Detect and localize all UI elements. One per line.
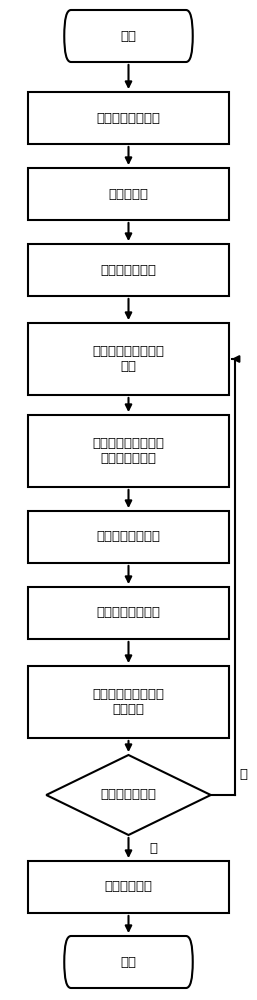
FancyBboxPatch shape xyxy=(28,587,229,639)
FancyBboxPatch shape xyxy=(28,666,229,738)
Text: 否: 否 xyxy=(239,768,247,782)
Text: 是: 是 xyxy=(149,842,157,854)
FancyBboxPatch shape xyxy=(28,861,229,913)
Polygon shape xyxy=(46,755,211,835)
FancyBboxPatch shape xyxy=(28,168,229,220)
Text: 序坐标数据转换成相
坐标数据: 序坐标数据转换成相 坐标数据 xyxy=(93,688,164,716)
FancyBboxPatch shape xyxy=(28,244,229,296)
Text: 计算线路序阻抗: 计算线路序阻抗 xyxy=(100,263,157,276)
Text: 开始: 开始 xyxy=(121,29,136,42)
FancyBboxPatch shape xyxy=(28,511,229,563)
Text: 前推求支路序电流: 前推求支路序电流 xyxy=(96,530,161,544)
Text: 结束: 结束 xyxy=(121,956,136,968)
Text: 将末梢节点注入相电
流转换成序电流: 将末梢节点注入相电 流转换成序电流 xyxy=(93,437,164,465)
Text: 后代求节点序电压: 后代求节点序电压 xyxy=(96,606,161,619)
FancyBboxPatch shape xyxy=(28,323,229,395)
FancyBboxPatch shape xyxy=(64,10,193,62)
Text: 设置初始值: 设置初始值 xyxy=(108,188,149,200)
Text: 满足收敛条件？: 满足收敛条件？ xyxy=(100,788,157,802)
Text: 计算末梢节点注入相
电流: 计算末梢节点注入相 电流 xyxy=(93,345,164,373)
Text: 输出潮流结果: 输出潮流结果 xyxy=(105,880,152,894)
FancyBboxPatch shape xyxy=(64,936,193,988)
FancyBboxPatch shape xyxy=(28,92,229,144)
Text: 读取潮流计算数据: 读取潮流计算数据 xyxy=(96,111,161,124)
FancyBboxPatch shape xyxy=(28,415,229,487)
